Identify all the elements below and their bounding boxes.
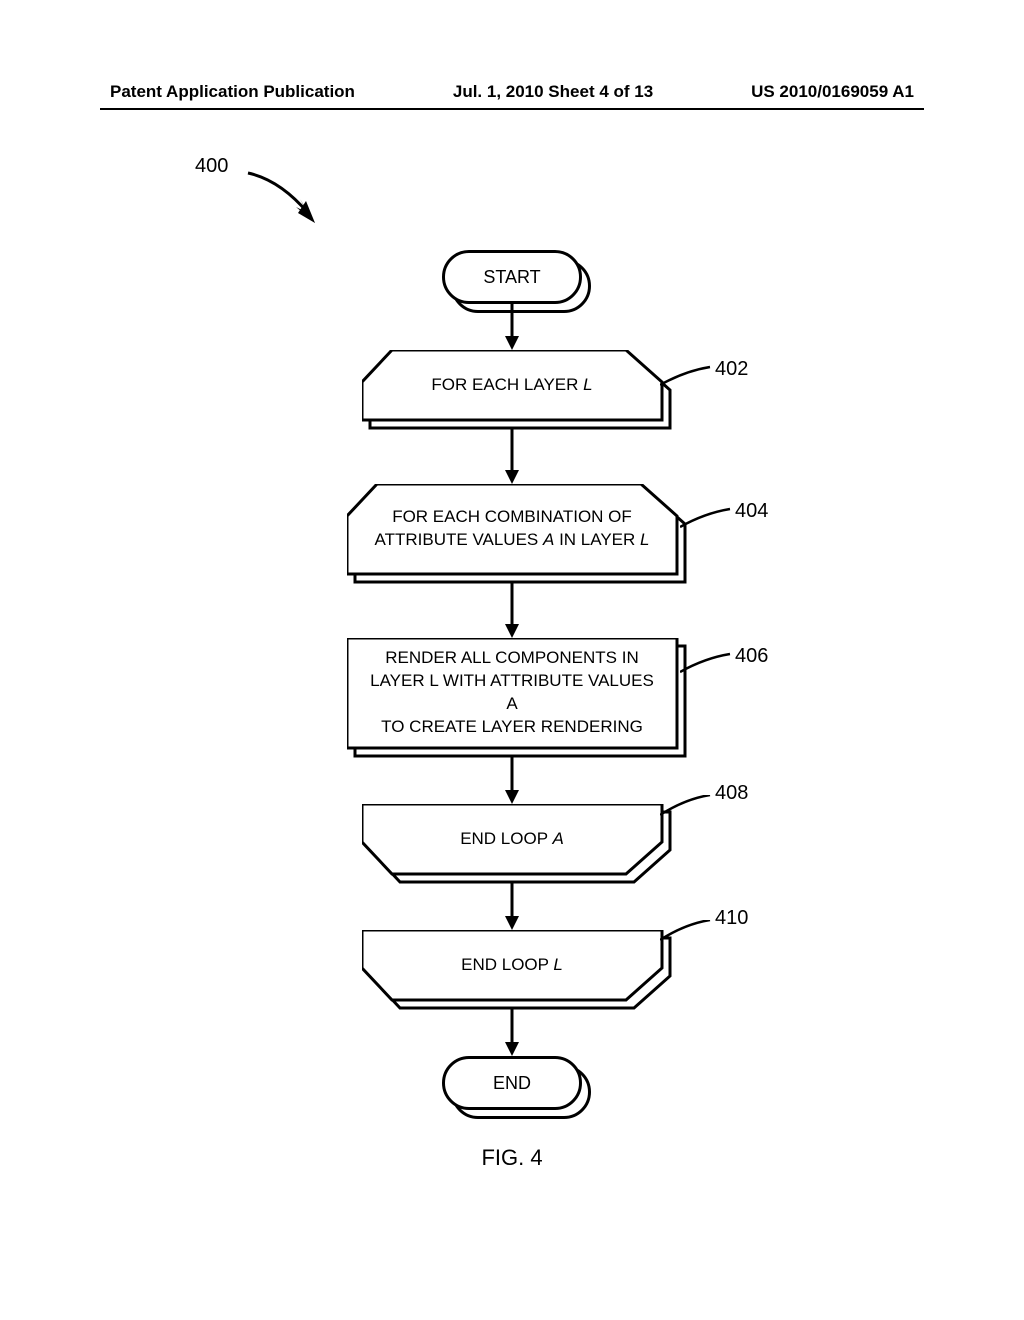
ref-404: 404 bbox=[735, 500, 768, 523]
header-right: US 2010/0169059 A1 bbox=[751, 82, 914, 102]
node-end: END bbox=[442, 1056, 582, 1110]
connector-arrow-icon bbox=[502, 428, 522, 484]
figure-ref-arrow-icon bbox=[240, 165, 330, 235]
node-loop-l: FOR EACH LAYER L bbox=[362, 350, 662, 420]
connector-arrow-icon bbox=[502, 304, 522, 350]
ref-406: 406 bbox=[735, 645, 768, 668]
node-process: RENDER ALL COMPONENTS IN LAYER L WITH AT… bbox=[347, 638, 677, 748]
loop-a-label: FOR EACH COMBINATION OF ATTRIBUTE VALUES… bbox=[375, 506, 650, 552]
connector-arrow-icon bbox=[502, 756, 522, 804]
end-loop-a-label: END LOOP A bbox=[460, 828, 564, 851]
node-end-loop-a: END LOOP A bbox=[362, 804, 662, 874]
terminal-end: END bbox=[442, 1056, 582, 1110]
header-left: Patent Application Publication bbox=[110, 82, 355, 102]
connector-arrow-icon bbox=[502, 1008, 522, 1056]
patent-header: Patent Application Publication Jul. 1, 2… bbox=[0, 82, 1024, 102]
figure-reference: 400 bbox=[195, 155, 228, 178]
end-loop-l-label: END LOOP L bbox=[461, 954, 563, 977]
node-start: START bbox=[442, 250, 582, 304]
ref-410: 410 bbox=[715, 907, 748, 930]
ref-402: 402 bbox=[715, 358, 748, 381]
header-center: Jul. 1, 2010 Sheet 4 of 13 bbox=[453, 82, 653, 102]
header-rule bbox=[100, 108, 924, 110]
node-end-loop-l: END LOOP L bbox=[362, 930, 662, 1000]
node-loop-a: FOR EACH COMBINATION OF ATTRIBUTE VALUES… bbox=[347, 484, 677, 574]
figure-caption: FIG. 4 bbox=[0, 1145, 1024, 1171]
terminal-start: START bbox=[442, 250, 582, 304]
connector-arrow-icon bbox=[502, 882, 522, 930]
start-label: START bbox=[483, 267, 540, 288]
process-label: RENDER ALL COMPONENTS IN LAYER L WITH AT… bbox=[365, 647, 659, 739]
end-label: END bbox=[493, 1073, 531, 1094]
ref-408: 408 bbox=[715, 782, 748, 805]
connector-arrow-icon bbox=[502, 582, 522, 638]
loop-l-label: FOR EACH LAYER L bbox=[431, 374, 592, 397]
